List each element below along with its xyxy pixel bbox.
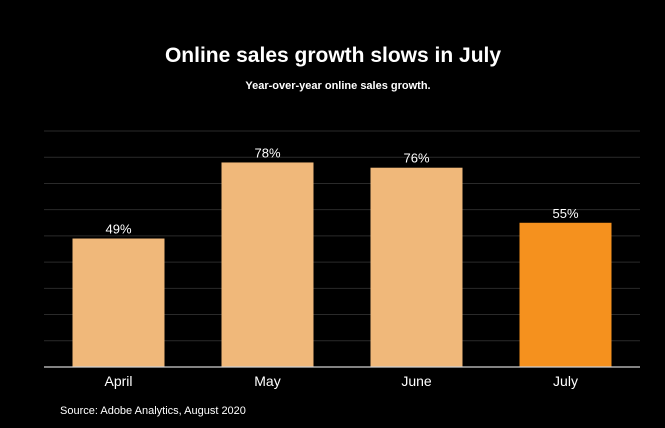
labels: 49% April 78% May 76% June 55% July — [104, 145, 578, 389]
data-label-april: 49% — [105, 222, 131, 237]
category-label-june: June — [401, 373, 432, 389]
chart-subtitle: Year-over-year online sales growth. — [245, 80, 430, 92]
bars — [72, 162, 612, 367]
data-label-july: 55% — [552, 206, 578, 221]
bar-april — [72, 238, 165, 367]
chart-source: Source: Adobe Analytics, August 2020 — [60, 405, 246, 417]
chart-title: Online sales growth slows in July — [165, 44, 501, 67]
data-label-june: 76% — [403, 151, 429, 166]
category-label-may: May — [254, 373, 280, 389]
category-label-july: July — [553, 373, 578, 389]
bar-july — [519, 222, 612, 367]
category-label-april: April — [104, 373, 132, 389]
data-label-may: 78% — [254, 145, 280, 160]
bar-may — [221, 162, 314, 367]
bar-june — [370, 167, 463, 367]
